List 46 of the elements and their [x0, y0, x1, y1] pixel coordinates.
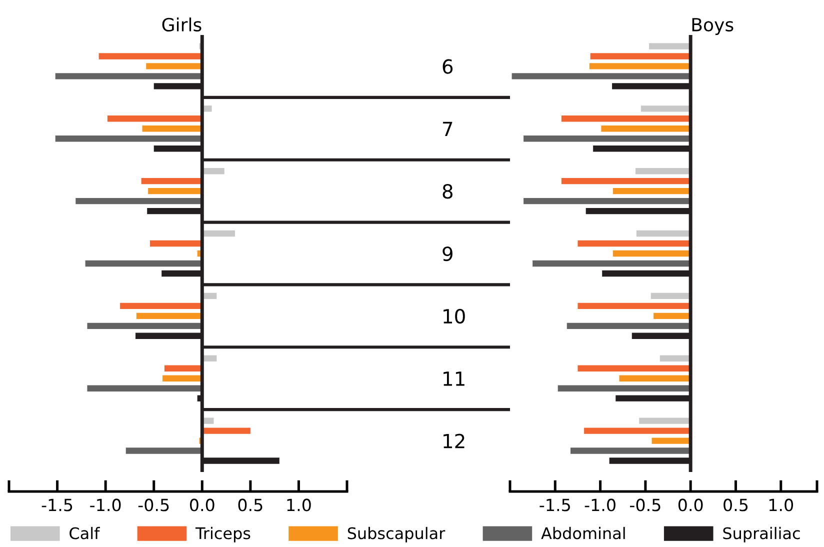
- y-tick-label: 11: [444, 372, 464, 386]
- y-tick-label: 8: [442, 184, 452, 199]
- legend-label: Abdominal: [541, 526, 625, 540]
- bar: [164, 365, 202, 372]
- x-tick-label: -0.5: [138, 498, 169, 512]
- bar: [55, 136, 202, 142]
- x-tick-label: -1.0: [90, 498, 121, 512]
- bar: [126, 448, 202, 454]
- x-tick-label: 1.0: [769, 498, 794, 512]
- legend-label: Calf: [70, 526, 100, 540]
- bar: [87, 322, 202, 330]
- bar: [146, 63, 202, 70]
- x-tick-label: 0.0: [190, 498, 214, 512]
- x-tick-label: -1.0: [584, 498, 616, 512]
- x-tick-label: -1.5: [42, 498, 72, 512]
- x-tick-label: -0.5: [630, 498, 660, 512]
- x-tick-label: 0.5: [724, 498, 748, 512]
- bar: [85, 260, 202, 267]
- x-tick-label: 0.0: [678, 498, 703, 512]
- chart-title: Boys: [692, 18, 734, 35]
- bar: [141, 178, 202, 184]
- bar: [142, 126, 202, 132]
- bar: [202, 230, 235, 237]
- bar: [76, 198, 202, 204]
- legend-label: Suprailiac: [723, 526, 800, 542]
- bar: [108, 116, 202, 122]
- y-tick-label: 9: [442, 246, 452, 262]
- y-tick-label: 10: [444, 308, 465, 324]
- legend-label: Subscapular: [348, 526, 446, 542]
- y-tick-label: 12: [444, 434, 464, 448]
- x-tick-label: -1.5: [540, 498, 570, 512]
- x-tick-label: 1.0: [287, 498, 311, 512]
- legend-label: Triceps: [195, 526, 250, 542]
- x-tick-label: 0.5: [238, 498, 262, 512]
- chart-title: Girls: [162, 18, 202, 32]
- bar: [148, 188, 202, 194]
- y-tick-label: 7: [443, 122, 452, 136]
- bar: [55, 73, 202, 80]
- bar: [150, 240, 202, 247]
- bar: [87, 385, 202, 392]
- bar: [136, 312, 202, 320]
- bar: [162, 375, 202, 382]
- bar: [202, 428, 250, 434]
- y-tick-label: 6: [442, 59, 453, 74]
- bar: [120, 302, 202, 310]
- bar: [98, 53, 202, 60]
